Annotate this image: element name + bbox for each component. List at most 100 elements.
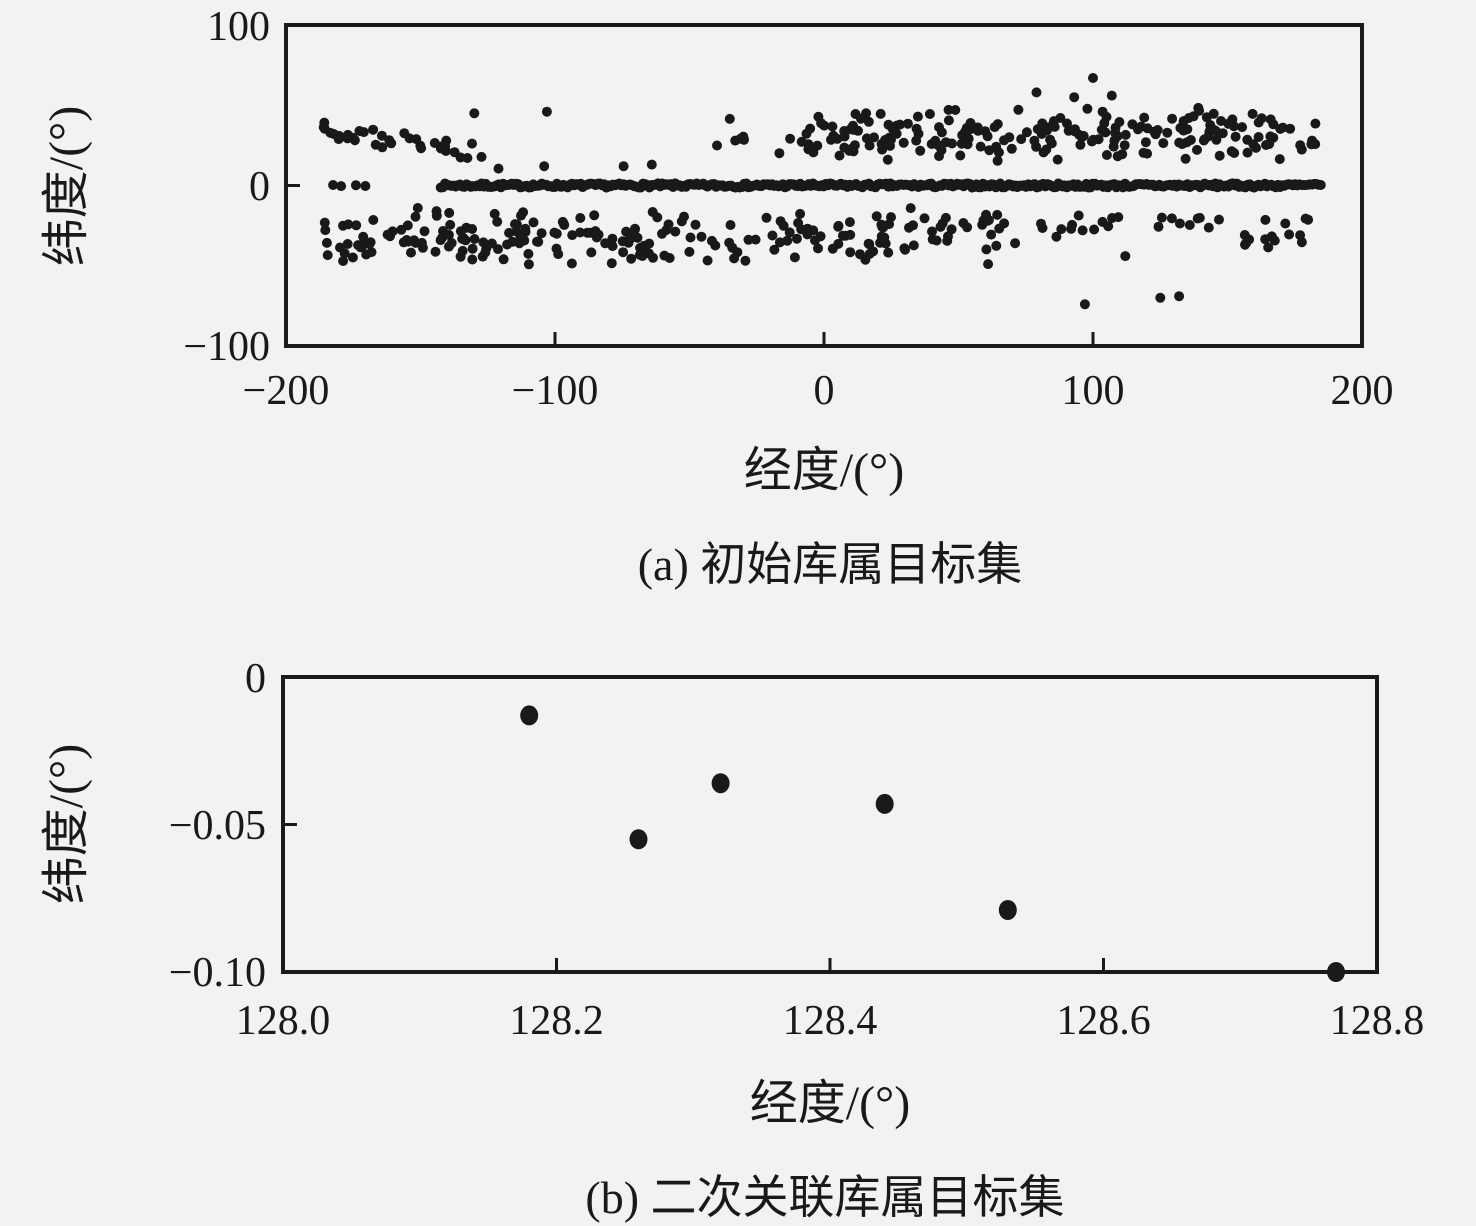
data-point	[1310, 139, 1321, 150]
data-point	[387, 226, 398, 237]
data-point	[1101, 150, 1112, 160]
data-point	[417, 242, 428, 253]
data-point	[1182, 124, 1193, 135]
data-point	[685, 232, 696, 243]
data-point	[575, 227, 586, 238]
data-point	[416, 143, 427, 154]
data-point	[322, 250, 333, 261]
data-point	[328, 180, 339, 190]
data-point	[931, 235, 942, 246]
data-point	[368, 124, 379, 135]
data-point	[1274, 154, 1285, 165]
x-tick-label: 128.2	[509, 998, 604, 1044]
data-point	[992, 155, 1003, 166]
data-point	[1140, 137, 1151, 148]
data-point	[586, 247, 597, 258]
data-point	[924, 109, 935, 119]
data-point	[1167, 113, 1178, 124]
data-point	[626, 253, 637, 264]
data-point	[377, 142, 388, 153]
data-point	[711, 773, 730, 794]
data-point	[905, 203, 916, 214]
data-point	[518, 207, 529, 218]
data-point	[793, 218, 804, 228]
data-point	[1310, 118, 1321, 129]
data-point	[899, 243, 910, 254]
x-tick-label: 128.8	[1330, 998, 1425, 1044]
data-point	[406, 247, 416, 258]
data-point	[1203, 222, 1214, 233]
data-point	[607, 233, 618, 244]
data-point	[1103, 221, 1114, 232]
data-point	[634, 249, 645, 260]
data-point	[813, 243, 823, 254]
y-axis-label-b: 纬度/(°)	[40, 744, 93, 905]
data-point	[986, 229, 997, 240]
x-tick-label: 128.4	[783, 998, 878, 1044]
data-point	[891, 128, 902, 139]
data-point	[1166, 213, 1177, 224]
data-point	[489, 208, 500, 219]
data-point	[845, 247, 856, 258]
data-point	[983, 259, 994, 270]
data-point	[350, 180, 361, 191]
data-point	[860, 254, 871, 265]
data-point	[978, 215, 989, 226]
data-point	[1192, 144, 1202, 155]
data-point	[1295, 230, 1306, 241]
data-point	[724, 237, 735, 248]
data-point	[1079, 299, 1090, 310]
data-point	[1013, 104, 1024, 115]
data-point	[937, 218, 948, 229]
data-point	[1180, 153, 1191, 164]
data-point	[750, 234, 761, 245]
x-tick-label: 200	[1331, 368, 1394, 414]
data-point	[617, 236, 628, 247]
data-point	[1201, 112, 1212, 123]
data-point	[803, 139, 814, 150]
data-point	[648, 252, 658, 263]
data-point	[1016, 134, 1027, 145]
data-point	[849, 140, 860, 151]
y-tick-label: 100	[207, 4, 270, 50]
data-point	[360, 181, 371, 191]
x-axis-label-a: 经度/(°)	[744, 444, 905, 497]
data-point	[520, 705, 539, 726]
data-point	[1153, 221, 1164, 232]
data-point	[1099, 118, 1110, 129]
data-point	[515, 232, 526, 242]
data-point	[325, 127, 336, 138]
data-point	[761, 212, 772, 223]
data-point	[1247, 108, 1258, 119]
data-point	[789, 252, 800, 263]
data-point	[336, 181, 347, 192]
data-point	[618, 247, 629, 258]
panel-b: 0 −0.05 −0.10 128.0 128.2 128.4 128.6 12…	[40, 656, 1424, 1223]
data-point	[679, 211, 689, 222]
data-point	[321, 237, 332, 248]
y-tick-label: 0	[245, 656, 266, 702]
data-point	[884, 219, 895, 230]
data-point	[812, 140, 823, 151]
data-point	[1237, 122, 1248, 133]
data-point	[1077, 225, 1088, 236]
data-point	[1052, 154, 1063, 165]
data-point	[1069, 92, 1080, 103]
data-point	[492, 216, 503, 227]
data-point	[908, 220, 918, 231]
data-point	[1132, 124, 1143, 135]
data-point	[791, 233, 802, 244]
data-point	[455, 152, 466, 163]
data-point	[1244, 234, 1255, 245]
data-point	[1031, 141, 1042, 152]
caption-a: (a) 初始库属目标集	[638, 539, 1023, 590]
data-point	[1214, 214, 1224, 225]
x-tick-label: 128.0	[236, 998, 331, 1044]
data-point	[412, 203, 423, 213]
data-point	[1031, 87, 1042, 98]
plot-border-b	[281, 675, 1379, 974]
data-point	[593, 229, 604, 240]
data-point	[343, 219, 354, 230]
data-point	[539, 161, 550, 172]
data-point	[833, 238, 844, 249]
